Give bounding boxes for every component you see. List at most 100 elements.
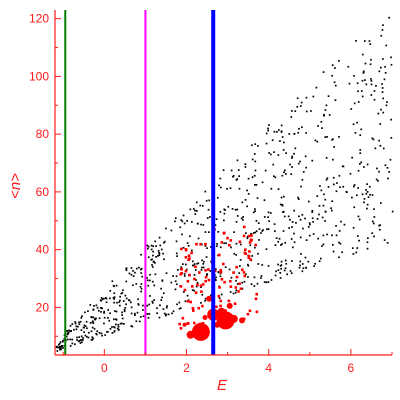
black-point bbox=[71, 342, 74, 345]
black-point bbox=[332, 250, 335, 253]
black-point bbox=[371, 194, 374, 196]
black-point bbox=[79, 320, 82, 323]
black-point bbox=[152, 261, 155, 263]
black-point bbox=[360, 161, 363, 164]
black-point bbox=[152, 245, 155, 248]
black-point bbox=[302, 267, 305, 270]
black-point bbox=[165, 306, 168, 309]
red-point bbox=[186, 322, 190, 325]
black-point bbox=[204, 190, 207, 193]
red-point bbox=[189, 300, 192, 304]
black-point bbox=[338, 174, 341, 177]
black-point bbox=[139, 316, 142, 318]
black-point bbox=[265, 132, 268, 135]
black-point bbox=[196, 281, 199, 284]
black-point bbox=[356, 82, 359, 85]
y-tick-label: 40 bbox=[36, 243, 50, 257]
black-point bbox=[273, 151, 275, 153]
black-point bbox=[235, 221, 238, 223]
black-point bbox=[233, 231, 235, 233]
black-point bbox=[71, 323, 74, 325]
black-point bbox=[279, 272, 282, 274]
black-point bbox=[371, 232, 374, 234]
red-point bbox=[193, 321, 196, 325]
y-axis-label: <n> bbox=[7, 173, 24, 199]
red-point bbox=[194, 265, 197, 269]
black-point bbox=[280, 260, 283, 263]
black-point bbox=[175, 240, 178, 243]
black-point bbox=[195, 269, 197, 271]
black-point bbox=[359, 134, 362, 136]
black-point bbox=[378, 139, 380, 142]
black-point bbox=[250, 232, 252, 235]
black-point bbox=[316, 195, 319, 197]
black-point bbox=[60, 345, 63, 347]
black-point bbox=[325, 157, 328, 159]
black-point bbox=[162, 308, 165, 310]
black-point bbox=[162, 292, 165, 295]
black-point bbox=[83, 324, 86, 327]
black-point bbox=[155, 256, 157, 258]
black-point bbox=[73, 328, 75, 331]
black-point bbox=[271, 139, 274, 141]
black-point bbox=[78, 323, 81, 326]
black-point bbox=[280, 267, 282, 270]
black-point bbox=[300, 101, 303, 104]
black-point bbox=[251, 144, 253, 147]
black-point bbox=[279, 203, 282, 206]
black-point bbox=[379, 228, 381, 231]
black-point bbox=[384, 72, 387, 74]
black-point bbox=[367, 196, 370, 198]
black-point bbox=[315, 86, 318, 89]
black-point bbox=[343, 223, 346, 226]
black-point bbox=[308, 200, 310, 203]
black-point bbox=[175, 275, 178, 278]
black-point bbox=[326, 136, 328, 138]
black-point bbox=[119, 299, 121, 302]
black-point bbox=[247, 276, 249, 278]
red-point bbox=[243, 274, 246, 278]
black-point bbox=[367, 237, 369, 239]
red-marker bbox=[217, 307, 226, 316]
black-point bbox=[68, 329, 70, 332]
black-point bbox=[62, 339, 64, 342]
black-point bbox=[302, 171, 305, 173]
black-point bbox=[111, 280, 114, 283]
black-point bbox=[254, 231, 257, 234]
black-point bbox=[291, 110, 293, 112]
black-point bbox=[352, 253, 355, 255]
black-point bbox=[293, 152, 295, 155]
red-point bbox=[243, 225, 246, 229]
black-point bbox=[316, 140, 319, 143]
black-point bbox=[338, 256, 340, 259]
black-point bbox=[200, 286, 202, 288]
black-point bbox=[71, 338, 74, 341]
black-point bbox=[84, 334, 87, 337]
black-point bbox=[140, 283, 143, 285]
black-point bbox=[75, 325, 78, 328]
black-point bbox=[284, 259, 287, 262]
black-point bbox=[162, 252, 164, 255]
black-point bbox=[202, 224, 205, 226]
black-point bbox=[193, 274, 196, 276]
black-point bbox=[95, 304, 98, 307]
red-point bbox=[247, 256, 251, 259]
black-point bbox=[164, 314, 167, 317]
black-point bbox=[246, 189, 248, 192]
black-point bbox=[365, 189, 367, 191]
black-point bbox=[339, 242, 342, 245]
black-point bbox=[103, 322, 105, 325]
black-point bbox=[62, 340, 64, 343]
black-point bbox=[109, 328, 112, 330]
black-point bbox=[357, 169, 360, 172]
black-point bbox=[364, 40, 366, 42]
black-point bbox=[339, 186, 341, 189]
black-point bbox=[184, 300, 187, 303]
black-point bbox=[257, 222, 260, 224]
black-point bbox=[388, 171, 390, 173]
black-point bbox=[158, 252, 160, 254]
black-point bbox=[305, 96, 308, 99]
black-point bbox=[301, 178, 304, 181]
black-point bbox=[197, 222, 199, 225]
black-point bbox=[284, 267, 287, 270]
